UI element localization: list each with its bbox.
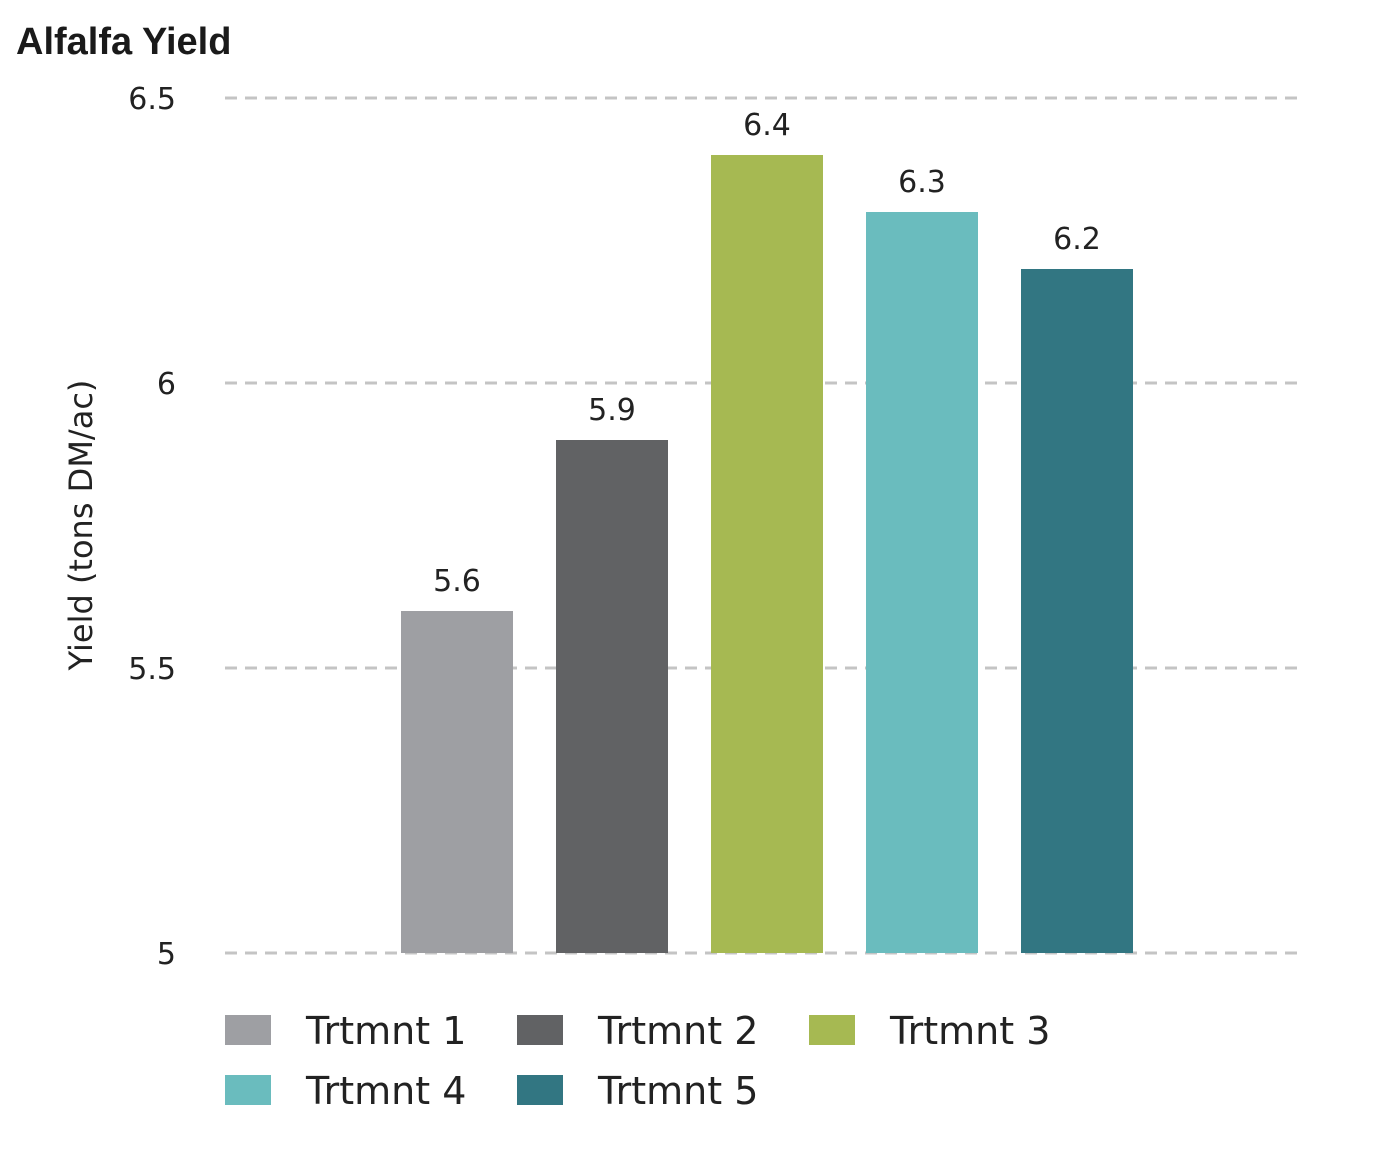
- bar: [711, 155, 823, 953]
- legend-label: Trtmnt 4: [305, 1069, 466, 1113]
- bar-value-label: 6.4: [743, 108, 791, 143]
- legend-swatch: [225, 1075, 271, 1105]
- bar-value-label: 5.6: [433, 564, 481, 599]
- y-tick-label: 6.5: [128, 82, 176, 117]
- bars: [401, 155, 1133, 953]
- y-tick-label: 5: [157, 937, 176, 972]
- legend: Trtmnt 1 Trtmnt 2 Trtmnt 3 Trtmnt 4 Trtmnt 5: [225, 1009, 1050, 1113]
- bar-value-label: 6.3: [898, 165, 946, 200]
- bar-value-label: 5.9: [588, 393, 636, 428]
- legend-label: Trtmnt 5: [597, 1069, 758, 1113]
- value-labels: 5.6 5.9 6.4 6.3 6.2: [433, 108, 1101, 599]
- bar: [401, 611, 513, 953]
- legend-label: Trtmnt 2: [597, 1009, 758, 1053]
- bar: [556, 440, 668, 953]
- bar: [1021, 269, 1133, 953]
- y-axis-ticks: 5 5.5 6 6.5: [128, 82, 176, 972]
- legend-label: Trtmnt 3: [889, 1009, 1050, 1053]
- bar-value-label: 6.2: [1053, 222, 1101, 257]
- chart-title: Alfalfa Yield: [16, 21, 231, 63]
- legend-swatch: [225, 1015, 271, 1045]
- legend-swatch: [517, 1015, 563, 1045]
- bar: [866, 212, 978, 953]
- legend-swatch: [517, 1075, 563, 1105]
- y-tick-label: 5.5: [128, 652, 176, 687]
- legend-swatch: [809, 1015, 855, 1045]
- legend-label: Trtmnt 1: [305, 1009, 466, 1053]
- y-axis-label: Yield (tons DM/ac): [62, 380, 100, 672]
- y-tick-label: 6: [157, 367, 176, 402]
